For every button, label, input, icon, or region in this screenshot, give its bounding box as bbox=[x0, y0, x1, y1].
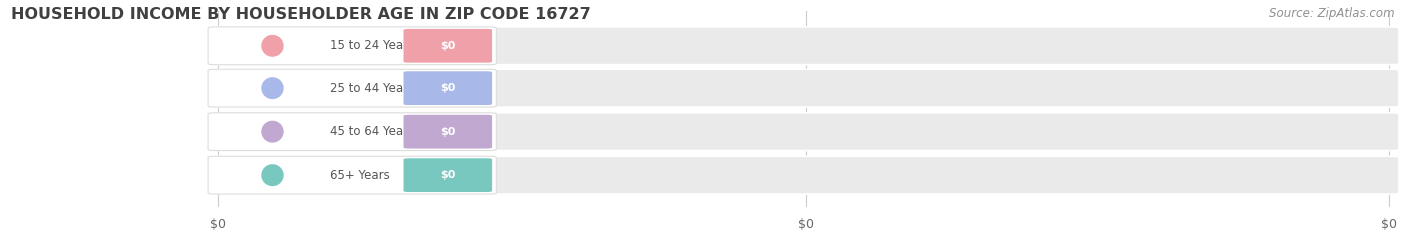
Text: $0: $0 bbox=[1381, 218, 1398, 230]
Ellipse shape bbox=[262, 164, 284, 186]
FancyBboxPatch shape bbox=[211, 27, 1399, 65]
FancyBboxPatch shape bbox=[404, 158, 492, 192]
Text: $0: $0 bbox=[440, 170, 456, 180]
Text: 65+ Years: 65+ Years bbox=[330, 169, 389, 182]
FancyBboxPatch shape bbox=[211, 156, 1399, 194]
Text: 25 to 44 Years: 25 to 44 Years bbox=[330, 82, 415, 95]
Text: $0: $0 bbox=[797, 218, 814, 230]
Text: $0: $0 bbox=[440, 83, 456, 93]
Text: $0: $0 bbox=[440, 41, 456, 51]
Text: 15 to 24 Years: 15 to 24 Years bbox=[330, 39, 415, 52]
Text: $0: $0 bbox=[440, 127, 456, 137]
FancyBboxPatch shape bbox=[404, 71, 492, 105]
FancyBboxPatch shape bbox=[208, 69, 496, 107]
Ellipse shape bbox=[262, 35, 284, 57]
Text: Source: ZipAtlas.com: Source: ZipAtlas.com bbox=[1270, 7, 1395, 20]
FancyBboxPatch shape bbox=[208, 27, 496, 65]
Text: $0: $0 bbox=[209, 218, 226, 230]
FancyBboxPatch shape bbox=[211, 69, 1399, 107]
FancyBboxPatch shape bbox=[208, 156, 496, 194]
Ellipse shape bbox=[262, 77, 284, 99]
FancyBboxPatch shape bbox=[404, 115, 492, 149]
FancyBboxPatch shape bbox=[404, 29, 492, 63]
Text: 45 to 64 Years: 45 to 64 Years bbox=[330, 125, 415, 138]
FancyBboxPatch shape bbox=[211, 113, 1399, 151]
FancyBboxPatch shape bbox=[208, 113, 496, 151]
Ellipse shape bbox=[262, 121, 284, 143]
Text: HOUSEHOLD INCOME BY HOUSEHOLDER AGE IN ZIP CODE 16727: HOUSEHOLD INCOME BY HOUSEHOLDER AGE IN Z… bbox=[11, 7, 591, 22]
